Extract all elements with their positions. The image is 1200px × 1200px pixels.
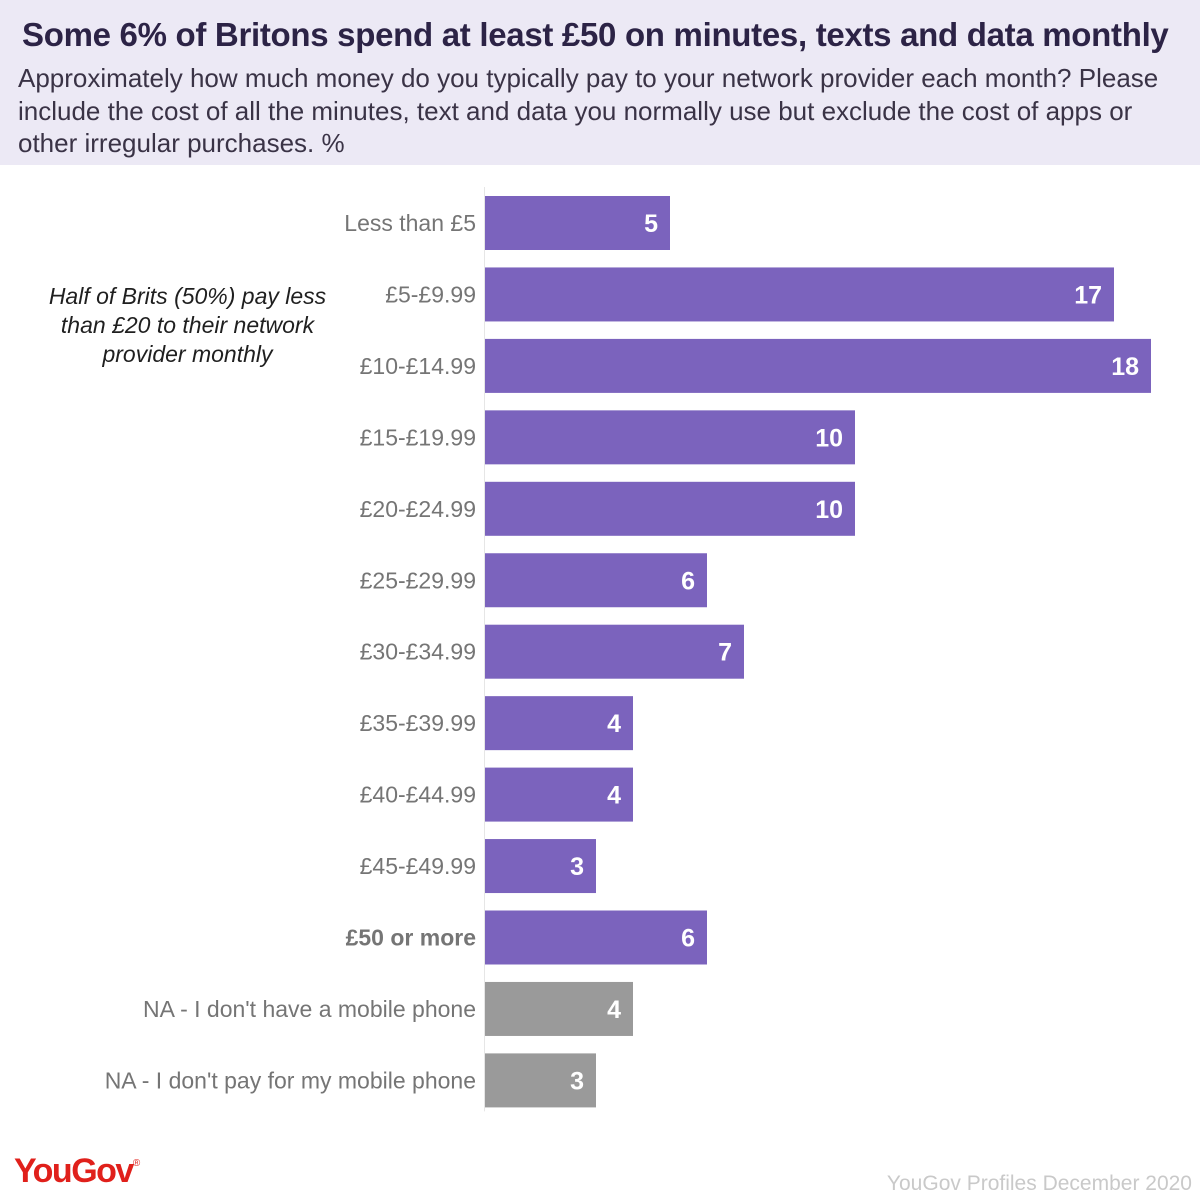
- bar: [485, 481, 855, 536]
- chart-subtitle: Approximately how much money do you typi…: [18, 63, 1159, 158]
- bar-value-label: 5: [644, 210, 658, 238]
- bar: [485, 338, 1151, 393]
- bar-value-label: 6: [681, 567, 695, 595]
- bar-value-label: 4: [607, 996, 621, 1024]
- category-tick-label: £30-£34.99: [360, 639, 476, 665]
- chart-annotation: Half of Brits (50%) pay less than £20 to…: [48, 283, 327, 367]
- chart-title: Some 6% of Britons spend at least £50 on…: [22, 16, 1169, 53]
- bar-value-label: 7: [718, 639, 732, 667]
- bar-value-label: 3: [570, 853, 584, 881]
- bar: [485, 910, 707, 965]
- bar-chart: 5 Less than £5 17 £5-£9.99 18 £10-£14.99 10 £15…: [105, 187, 1151, 1112]
- bar: [485, 196, 670, 250]
- category-tick-label: NA - I don't have a mobile phone: [143, 996, 476, 1022]
- bar: [485, 267, 1114, 322]
- yougov-logo: YouGov®: [14, 1152, 141, 1190]
- bar-value-label: 17: [1074, 281, 1102, 309]
- category-tick-label: £15-£19.99: [360, 424, 476, 450]
- bar: [485, 410, 855, 465]
- category-tick-label: £35-£39.99: [360, 710, 476, 736]
- bar-value-label: 10: [815, 496, 843, 524]
- category-tick-label: Less than £5: [344, 210, 476, 236]
- source-note: YouGov Profiles December 2020: [886, 1172, 1192, 1195]
- bar: [485, 696, 633, 751]
- category-tick-label: £45-£49.99: [360, 853, 476, 879]
- bar: [485, 839, 596, 894]
- category-tick-label: NA - I don't pay for my mobile phone: [105, 1067, 476, 1093]
- bar-value-label: 3: [570, 1067, 584, 1095]
- bar-value-label: 10: [815, 424, 843, 452]
- bar-value-label: 6: [681, 925, 695, 953]
- bar-value-label: 4: [607, 710, 621, 738]
- category-tick-label: £20-£24.99: [360, 496, 476, 522]
- bar-value-label: 4: [607, 782, 621, 810]
- bar: [485, 624, 744, 679]
- bar: [485, 553, 707, 608]
- bar: [485, 1053, 596, 1108]
- category-tick-label: £40-£44.99: [360, 782, 476, 808]
- category-tick-label: £25-£29.99: [360, 567, 476, 593]
- category-tick-label: £5-£9.99: [385, 281, 476, 307]
- chart-header: Some 6% of Britons spend at least £50 on…: [0, 0, 1200, 165]
- bar: [485, 981, 633, 1036]
- bar-value-label: 18: [1111, 353, 1139, 381]
- bar: [485, 767, 633, 822]
- category-tick-label: £50 or more: [346, 925, 476, 951]
- category-tick-label: £10-£14.99: [360, 353, 476, 379]
